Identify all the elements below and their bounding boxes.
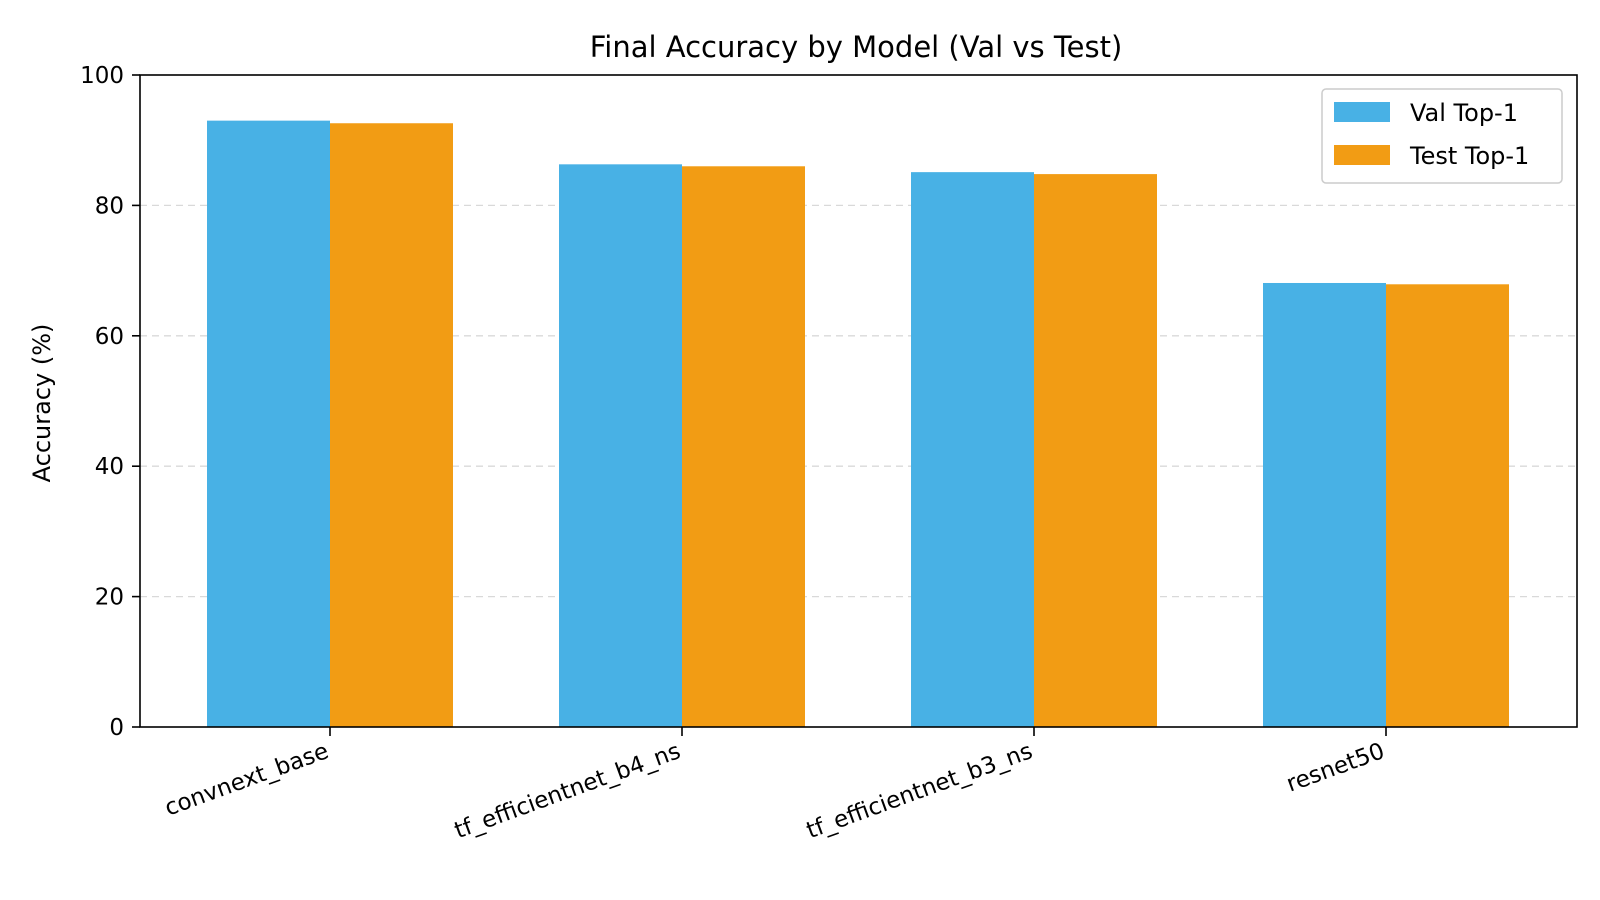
y-tick-label: 80 <box>95 193 124 219</box>
bar-val-convnext_base <box>207 120 330 727</box>
y-tick-label: 40 <box>95 454 124 480</box>
x-tick-label: tf_efficientnet_b4_ns <box>451 738 684 844</box>
y-axis-ticks: 0 20 40 60 80 100 <box>80 63 140 741</box>
legend-swatch <box>1334 102 1390 122</box>
chart-title: Final Accuracy by Model (Val vs Test) <box>590 30 1123 64</box>
bar-test-tf_efficientnet_b4_ns <box>682 166 805 727</box>
bar-test-convnext_base <box>330 123 453 728</box>
bar-test-resnet50 <box>1386 284 1509 727</box>
y-tick-label: 100 <box>80 63 124 89</box>
y-axis-label: Accuracy (%) <box>28 324 56 483</box>
legend-label: Val Top-1 <box>1410 99 1518 127</box>
legend-label: Test Top-1 <box>1409 142 1529 170</box>
x-tick-label: resnet50 <box>1283 738 1388 797</box>
bar-test-tf_efficientnet_b3_ns <box>1034 174 1157 727</box>
bar-val-tf_efficientnet_b4_ns <box>559 164 682 728</box>
x-axis-ticks: convnext_base tf_efficientnet_b4_ns tf_eff… <box>161 727 1388 844</box>
bar-val-resnet50 <box>1263 282 1386 727</box>
y-tick-label: 20 <box>95 585 124 611</box>
x-tick-label: convnext_base <box>161 738 332 821</box>
plot-frame <box>139 74 1578 728</box>
legend: Val Top-1 Test Top-1 <box>1321 88 1563 184</box>
bars <box>207 120 1509 728</box>
bar-val-tf_efficientnet_b3_ns <box>911 172 1034 727</box>
legend-swatch <box>1334 145 1390 165</box>
y-tick-label: 60 <box>95 324 124 350</box>
x-tick-label: tf_efficientnet_b3_ns <box>803 738 1036 844</box>
y-tick-label: 0 <box>109 715 124 741</box>
